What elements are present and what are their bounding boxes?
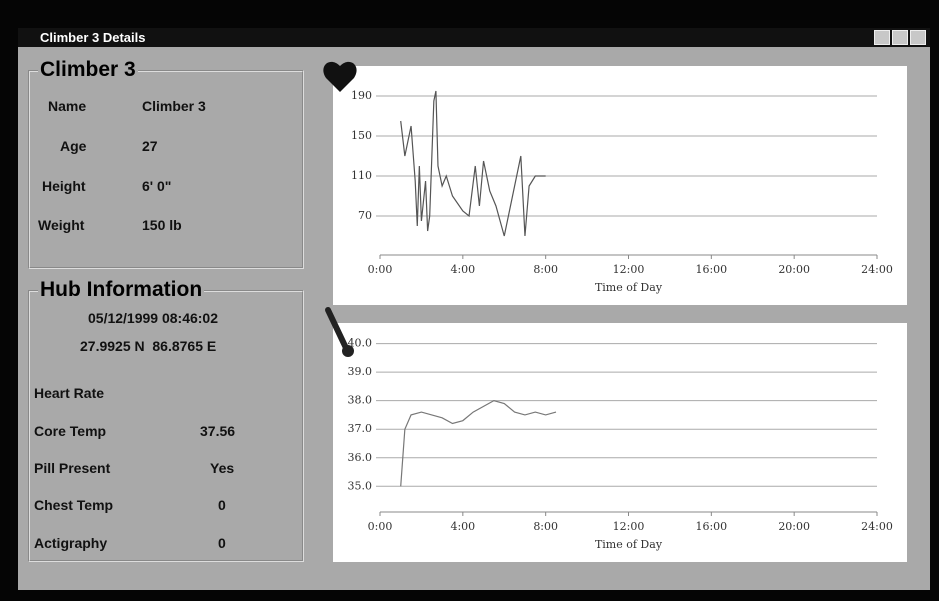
y-tick-label: 35.0	[348, 479, 373, 492]
y-tick-label: 150	[351, 129, 372, 142]
x-tick-label: 4:00	[450, 520, 475, 533]
x-tick-label: 12:00	[613, 263, 645, 276]
x-axis-title: Time of Day	[595, 538, 663, 551]
x-tick-label: 4:00	[450, 263, 475, 276]
y-tick-label: 36.0	[348, 451, 373, 464]
y-tick-label: 190	[351, 89, 372, 102]
x-tick-label: 24:00	[861, 520, 893, 533]
x-tick-label: 8:00	[533, 263, 558, 276]
x-tick-label: 16:00	[695, 520, 727, 533]
charts: 70 110 150 190 0:00 4:00 8:00 12:00 16:00 20:00 24…	[0, 0, 939, 601]
x-tick-label: 16:00	[695, 263, 727, 276]
x-axis-title: Time of Day	[595, 281, 663, 294]
x-tick-label: 20:00	[778, 520, 810, 533]
y-tick-label: 70	[358, 209, 372, 222]
x-tick-label: 8:00	[533, 520, 558, 533]
y-tick-label: 110	[351, 169, 372, 182]
screen: Climber 3 Details Climber 3 Name Climber…	[0, 0, 939, 601]
y-tick-label: 39.0	[348, 365, 373, 378]
x-tick-label: 24:00	[861, 263, 893, 276]
x-tick-label: 20:00	[778, 263, 810, 276]
y-tick-label: 38.0	[348, 394, 373, 407]
x-tick-label: 0:00	[368, 263, 393, 276]
y-tick-label: 40.0	[348, 337, 373, 350]
x-tick-label: 0:00	[368, 520, 393, 533]
x-tick-label: 12:00	[613, 520, 645, 533]
y-tick-label: 37.0	[348, 422, 373, 435]
